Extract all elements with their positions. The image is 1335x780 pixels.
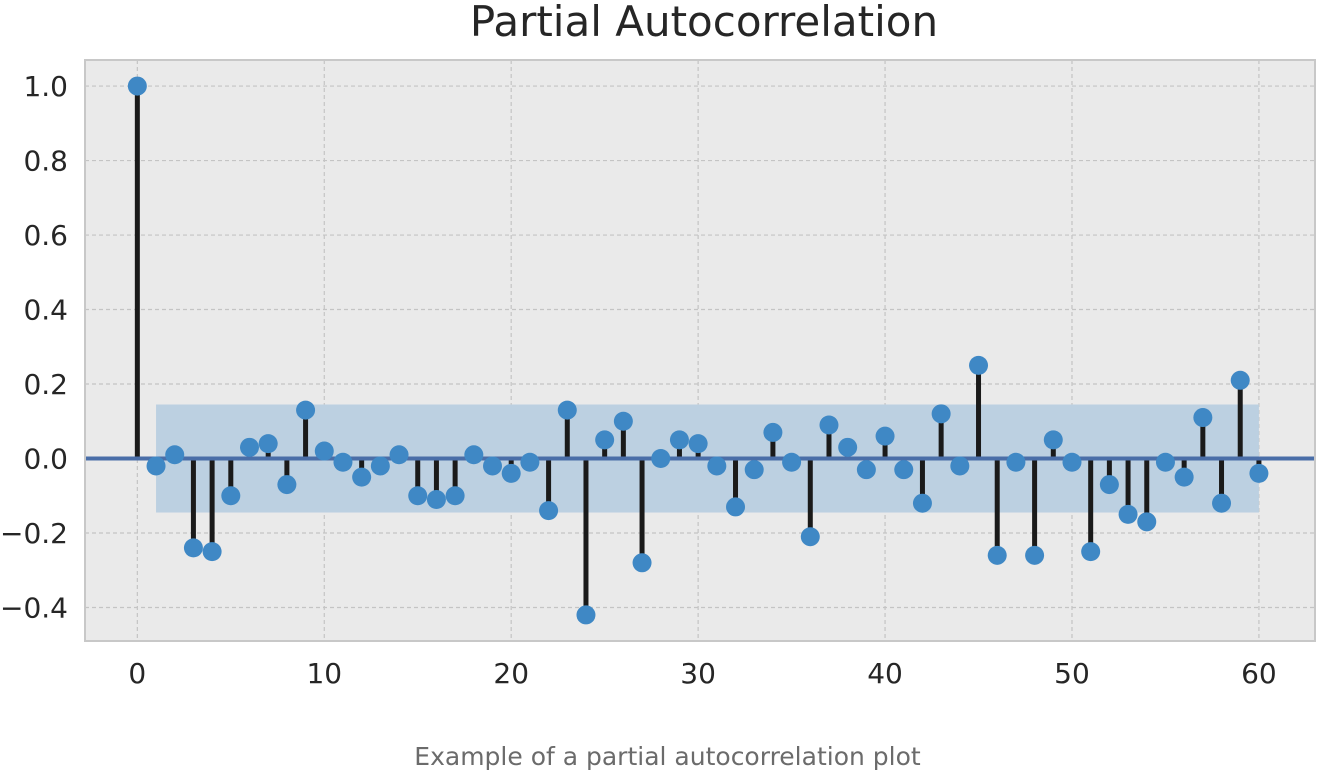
data-point — [576, 605, 596, 625]
data-point — [688, 434, 708, 454]
data-point — [258, 434, 278, 454]
data-point — [726, 497, 746, 517]
data-point — [632, 553, 652, 573]
data-point — [1099, 475, 1119, 495]
x-tick-label: 0 — [128, 657, 146, 690]
data-point — [165, 445, 185, 465]
data-point — [183, 538, 203, 558]
data-point — [501, 463, 521, 483]
data-point — [1062, 452, 1082, 472]
data-point — [819, 415, 839, 435]
y-tick-label: 0.0 — [23, 443, 68, 476]
data-point — [969, 355, 989, 375]
data-point — [838, 437, 858, 457]
data-point — [1081, 542, 1101, 562]
data-point — [1155, 452, 1175, 472]
data-point — [950, 456, 970, 476]
data-point — [707, 456, 727, 476]
data-point — [651, 449, 671, 469]
pacf-chart: Partial Autocorrelation 0 10 20 30 40 50 60 −0… — [0, 0, 1316, 690]
data-point — [894, 460, 914, 480]
data-point — [352, 467, 372, 487]
data-point — [1249, 463, 1269, 483]
data-point — [1212, 493, 1232, 513]
x-tick-label: 10 — [306, 657, 342, 690]
y-tick-label: 0.4 — [23, 294, 68, 327]
data-point — [1137, 512, 1157, 532]
data-point — [127, 76, 147, 96]
data-point — [314, 441, 334, 461]
data-point — [333, 452, 353, 472]
y-tick-label: 1.0 — [23, 70, 68, 103]
data-point — [202, 542, 222, 562]
data-point — [277, 475, 297, 495]
data-point — [296, 400, 316, 420]
plot-frame — [84, 59, 1316, 642]
markers — [127, 76, 1269, 625]
data-point — [875, 426, 895, 446]
plot-area — [85, 60, 1315, 641]
y-tick-label: 0.6 — [23, 219, 68, 252]
data-point — [464, 445, 484, 465]
data-point — [744, 460, 764, 480]
y-tick-label: 0.8 — [23, 145, 68, 178]
data-point — [557, 400, 577, 420]
data-point — [987, 545, 1007, 565]
data-point — [912, 493, 932, 513]
data-point — [445, 486, 465, 506]
data-point — [669, 430, 689, 450]
x-tick-label: 20 — [493, 657, 529, 690]
data-point — [539, 501, 559, 521]
data-point — [931, 404, 951, 424]
data-point — [483, 456, 503, 476]
x-tick-label: 60 — [1241, 657, 1277, 690]
data-point — [426, 489, 446, 509]
y-tick-label: 0.2 — [23, 368, 68, 401]
y-axis-tick-labels: −0.4 −0.2 0.0 0.2 0.4 0.6 0.8 1.0 — [0, 70, 68, 624]
data-point — [1043, 430, 1063, 450]
x-axis-tick-labels: 0 10 20 30 40 50 60 — [128, 657, 1276, 690]
y-tick-label: −0.4 — [0, 591, 68, 624]
x-tick-label: 30 — [680, 657, 716, 690]
data-point — [800, 527, 820, 547]
data-point — [613, 411, 633, 431]
x-tick-label: 50 — [1054, 657, 1090, 690]
data-point — [520, 452, 540, 472]
data-point — [856, 460, 876, 480]
data-point — [389, 445, 409, 465]
data-point — [239, 437, 259, 457]
data-point — [782, 452, 802, 472]
data-point — [1193, 408, 1213, 428]
data-point — [221, 486, 241, 506]
x-tick-label: 40 — [867, 657, 903, 690]
figure-caption: Example of a partial autocorrelation plo… — [414, 742, 921, 771]
y-tick-label: −0.2 — [0, 517, 68, 550]
data-point — [595, 430, 615, 450]
data-point — [1006, 452, 1026, 472]
data-point — [1118, 504, 1138, 524]
data-point — [1174, 467, 1194, 487]
data-point — [408, 486, 428, 506]
data-point — [1025, 545, 1045, 565]
data-point — [370, 456, 390, 476]
data-point — [763, 422, 783, 442]
chart-title: Partial Autocorrelation — [470, 0, 938, 46]
data-point — [1230, 370, 1250, 390]
data-point — [146, 456, 166, 476]
